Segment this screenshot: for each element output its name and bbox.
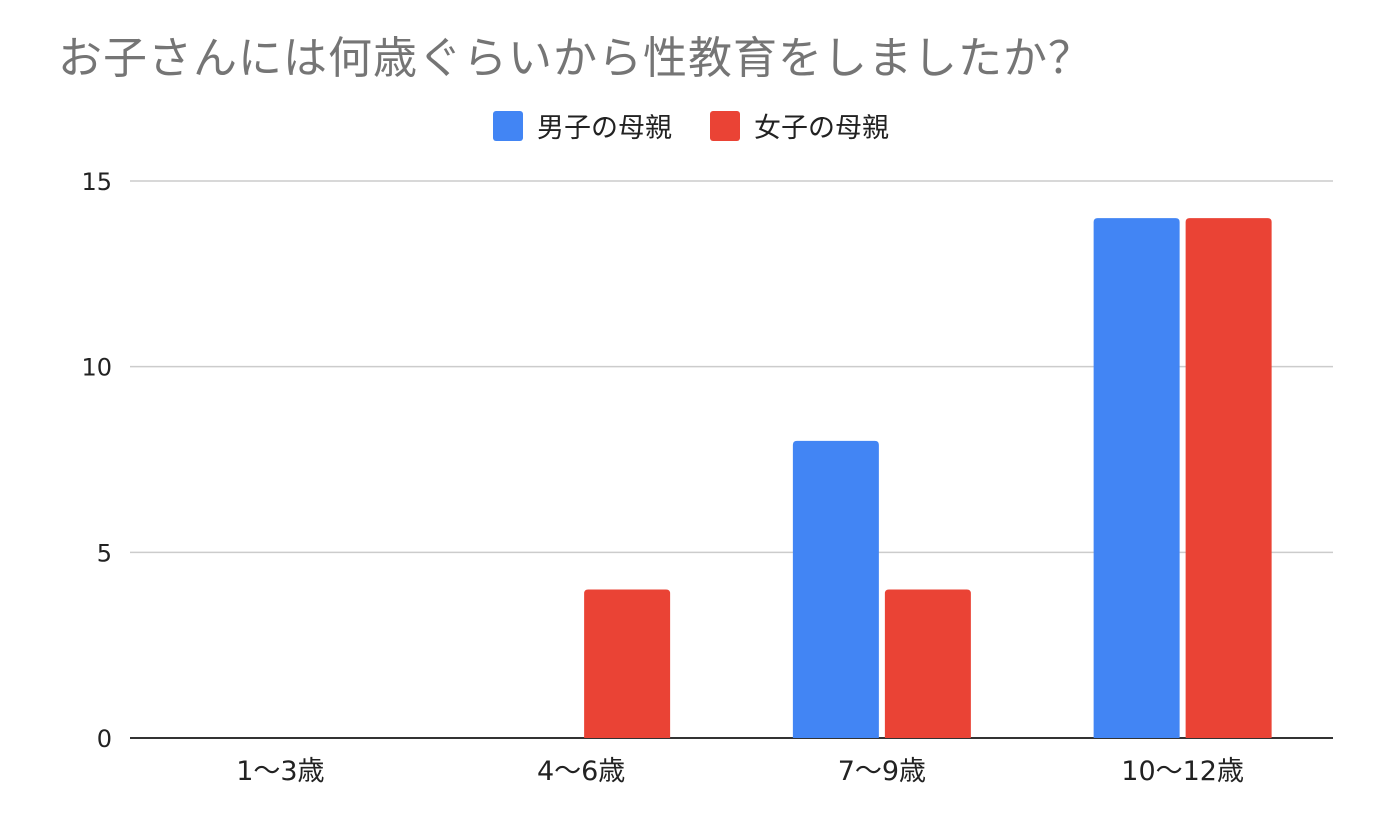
bar-series1-cat1[interactable] xyxy=(584,589,671,738)
x-tick-label-3: 10～12歳 xyxy=(1121,756,1244,787)
bar-series1-cat2[interactable] xyxy=(884,589,971,738)
bar-series0-cat2[interactable] xyxy=(792,440,879,738)
y-tick-label-1: 5 xyxy=(97,539,112,567)
chart-title: お子さんには何歳ぐらいから性教育をしましたか？ xyxy=(58,33,1093,84)
bar-series0-cat3[interactable] xyxy=(1093,218,1180,739)
legend-label-boys-mothers: 男子の母親 xyxy=(537,113,672,144)
y-tick-label-3: 15 xyxy=(81,168,112,196)
x-tick-label-0: 1～3歳 xyxy=(236,756,324,787)
legend-label-girls-mothers: 女子の母親 xyxy=(754,113,889,144)
y-tick-label-2: 10 xyxy=(81,354,112,382)
legend-item-boys-mothers[interactable]: 男子の母親 xyxy=(493,106,672,145)
legend: 男子の母親 女子の母親 xyxy=(0,106,1382,145)
y-tick-label-0: 0 xyxy=(97,725,112,753)
bar-series1-cat3[interactable] xyxy=(1185,218,1272,739)
legend-item-girls-mothers[interactable]: 女子の母親 xyxy=(710,106,889,145)
legend-swatch-boys-mothers xyxy=(493,110,523,141)
legend-swatch-girls-mothers xyxy=(710,110,740,141)
x-tick-label-2: 7～9歳 xyxy=(838,756,926,787)
x-tick-label-1: 4～6歳 xyxy=(537,756,625,787)
